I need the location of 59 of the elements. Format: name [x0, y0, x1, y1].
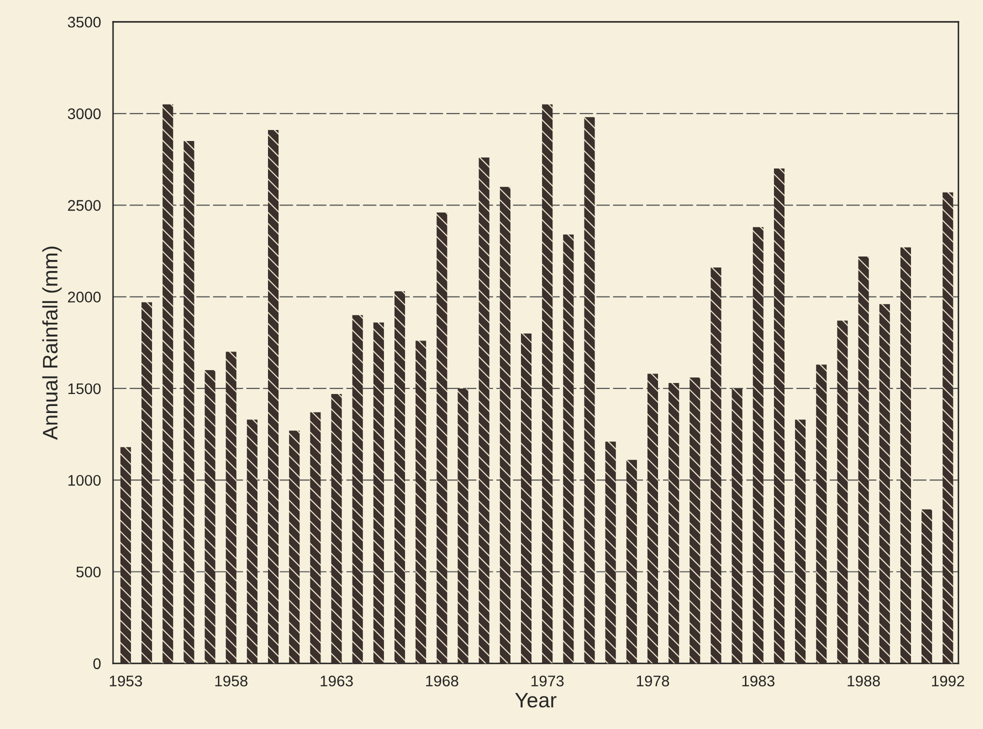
bar	[373, 322, 384, 664]
bar	[120, 447, 131, 664]
bar	[246, 420, 258, 664]
bar	[416, 340, 426, 664]
x-tick-label: 1953	[110, 676, 142, 686]
y-tick-label: 1500	[68, 383, 101, 394]
x-tick-label: 1968	[426, 676, 458, 686]
y-tick-label: 3000	[68, 108, 101, 120]
bar	[795, 420, 806, 664]
bar	[436, 212, 448, 664]
bar	[647, 374, 658, 664]
bar	[752, 227, 764, 664]
bar	[710, 267, 722, 664]
x-tick-label: 1988	[848, 676, 880, 686]
bar	[837, 320, 848, 664]
bar	[542, 104, 553, 664]
bar	[268, 130, 279, 664]
bar	[732, 388, 742, 664]
bar	[922, 509, 932, 664]
bar	[478, 158, 490, 664]
y-axis-title: Annual Rainfall (mm)	[42, 246, 62, 440]
bar	[184, 141, 194, 664]
bar	[352, 315, 363, 664]
y-tick-label: 500	[76, 566, 101, 578]
bar	[162, 104, 174, 664]
bar	[858, 256, 869, 664]
bar	[690, 377, 700, 664]
bar	[289, 430, 300, 664]
bar	[942, 192, 954, 664]
bar	[584, 117, 595, 664]
bar	[500, 186, 510, 664]
x-tick-label: 1958	[215, 676, 248, 686]
x-axis-title: Year	[515, 692, 556, 708]
bar	[816, 364, 827, 664]
x-tick-label: 1978	[636, 676, 670, 686]
x-tick-label: 1983	[742, 676, 774, 686]
bar	[204, 370, 216, 664]
bar	[900, 247, 911, 664]
bar	[520, 333, 532, 664]
y-tick-label: 3500	[68, 16, 101, 28]
bar	[605, 442, 616, 664]
x-tick-label: 1992	[932, 676, 964, 686]
bar	[310, 412, 321, 664]
bar	[226, 352, 236, 664]
y-tick-label: 2500	[68, 200, 101, 211]
x-tick-label: 1973	[532, 676, 564, 686]
bar	[626, 460, 637, 664]
x-tick-label: 1963	[320, 676, 353, 686]
bar	[668, 382, 680, 664]
y-tick-label: 0	[93, 658, 101, 670]
bar	[563, 234, 574, 664]
bar	[394, 291, 406, 664]
bar	[331, 394, 342, 664]
bar	[879, 304, 890, 664]
bar	[458, 388, 468, 664]
bar	[774, 168, 784, 664]
y-tick-label: 1000	[68, 474, 101, 486]
y-tick-label: 2000	[68, 292, 101, 302]
bar	[142, 302, 152, 664]
